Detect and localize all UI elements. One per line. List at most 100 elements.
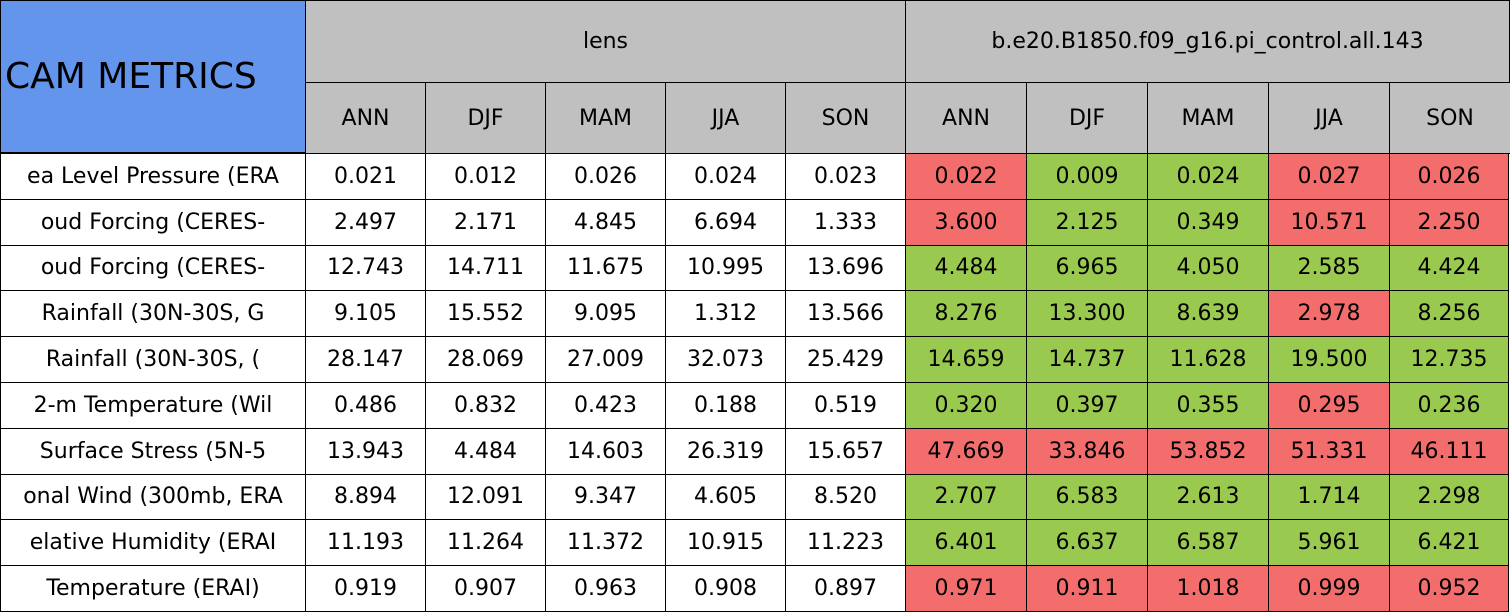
value-cell: 2.585 (1268, 244, 1390, 292)
value-cell: 19.500 (1268, 336, 1390, 383)
value-cell: 53.852 (1147, 427, 1269, 475)
value-cell: 1.714 (1268, 473, 1390, 521)
value-cell: 0.024 (665, 153, 786, 200)
value-cell: 2.171 (425, 198, 546, 246)
season-header: ANN (905, 82, 1027, 154)
value-cell: 25.429 (785, 336, 906, 383)
value-cell: 4.484 (425, 427, 546, 475)
value-cell: 12.743 (305, 244, 426, 292)
value-cell: 0.963 (545, 565, 666, 612)
value-cell: 2.613 (1147, 473, 1269, 521)
value-cell: 0.908 (665, 565, 786, 612)
value-cell: 0.349 (1147, 198, 1269, 246)
value-cell: 0.355 (1147, 382, 1269, 429)
value-cell: 0.486 (305, 382, 426, 429)
value-cell: 8.639 (1147, 290, 1269, 338)
value-cell: 10.571 (1268, 198, 1390, 246)
value-cell: 11.628 (1147, 336, 1269, 383)
value-cell: 0.295 (1268, 382, 1390, 429)
value-cell: 11.675 (545, 244, 666, 292)
value-cell: 11.223 (785, 519, 906, 567)
value-cell: 47.669 (905, 427, 1027, 475)
value-cell: 0.320 (905, 382, 1027, 429)
value-cell: 1.333 (785, 198, 906, 246)
value-cell: 11.193 (305, 519, 426, 567)
value-cell: 33.846 (1026, 427, 1148, 475)
season-header: MAM (1147, 82, 1269, 154)
row-label: elative Humidity (ERAI (0, 519, 306, 567)
value-cell: 13.943 (305, 427, 426, 475)
value-cell: 51.331 (1268, 427, 1390, 475)
value-cell: 0.021 (305, 153, 426, 200)
value-cell: 0.832 (425, 382, 546, 429)
value-cell: 8.256 (1389, 290, 1509, 338)
value-cell: 15.552 (425, 290, 546, 338)
value-cell: 14.711 (425, 244, 546, 292)
title-cell: CAM METRICS (0, 0, 306, 153)
value-cell: 2.978 (1268, 290, 1390, 338)
value-cell: 4.845 (545, 198, 666, 246)
value-cell: 0.236 (1389, 382, 1509, 429)
value-cell: 6.587 (1147, 519, 1269, 567)
value-cell: 3.600 (905, 198, 1027, 246)
value-cell: 2.250 (1389, 198, 1509, 246)
value-cell: 14.603 (545, 427, 666, 475)
value-cell: 6.965 (1026, 244, 1148, 292)
value-cell: 0.024 (1147, 153, 1269, 200)
row-label: 2-m Temperature (Wil (0, 382, 306, 429)
row-label: oud Forcing (CERES- (0, 198, 306, 246)
value-cell: 2.298 (1389, 473, 1509, 521)
value-cell: 9.095 (545, 290, 666, 338)
value-cell: 0.999 (1268, 565, 1390, 612)
season-header: ANN (305, 82, 426, 154)
value-cell: 0.911 (1026, 565, 1148, 612)
value-cell: 14.737 (1026, 336, 1148, 383)
value-cell: 0.022 (905, 153, 1027, 200)
value-cell: 13.300 (1026, 290, 1148, 338)
value-cell: 4.605 (665, 473, 786, 521)
value-cell: 9.105 (305, 290, 426, 338)
value-cell: 0.012 (425, 153, 546, 200)
value-cell: 9.347 (545, 473, 666, 521)
row-label: Temperature (ERAI) (0, 565, 306, 612)
value-cell: 1.312 (665, 290, 786, 338)
season-header: JJA (665, 82, 786, 154)
value-cell: 0.907 (425, 565, 546, 612)
value-cell: 12.735 (1389, 336, 1509, 383)
value-cell: 0.423 (545, 382, 666, 429)
value-cell: 6.637 (1026, 519, 1148, 567)
value-cell: 0.026 (545, 153, 666, 200)
row-label: onal Wind (300mb, ERA (0, 473, 306, 521)
value-cell: 0.023 (785, 153, 906, 200)
group-header: b.e20.B1850.f09_g16.pi_control.all.143 (905, 0, 1510, 83)
value-cell: 0.919 (305, 565, 426, 612)
value-cell: 28.069 (425, 336, 546, 383)
value-cell: 2.497 (305, 198, 426, 246)
value-cell: 46.111 (1389, 427, 1509, 475)
value-cell: 0.952 (1389, 565, 1509, 612)
row-label: ea Level Pressure (ERA (0, 153, 306, 200)
value-cell: 8.276 (905, 290, 1027, 338)
season-header: SON (1389, 82, 1510, 154)
value-cell: 0.027 (1268, 153, 1390, 200)
value-cell: 4.424 (1389, 244, 1509, 292)
value-cell: 12.091 (425, 473, 546, 521)
value-cell: 0.188 (665, 382, 786, 429)
group-header: lens (305, 0, 906, 83)
value-cell: 8.520 (785, 473, 906, 521)
value-cell: 2.707 (905, 473, 1027, 521)
value-cell: 0.519 (785, 382, 906, 429)
value-cell: 6.401 (905, 519, 1027, 567)
value-cell: 0.971 (905, 565, 1027, 612)
value-cell: 2.125 (1026, 198, 1148, 246)
value-cell: 14.659 (905, 336, 1027, 383)
row-label: Surface Stress (5N-5 (0, 427, 306, 475)
value-cell: 26.319 (665, 427, 786, 475)
value-cell: 0.397 (1026, 382, 1148, 429)
row-label: Rainfall (30N-30S, G (0, 290, 306, 338)
row-label: oud Forcing (CERES- (0, 244, 306, 292)
row-label: Rainfall (30N-30S, ( (0, 336, 306, 383)
value-cell: 4.484 (905, 244, 1027, 292)
season-header: DJF (425, 82, 546, 154)
